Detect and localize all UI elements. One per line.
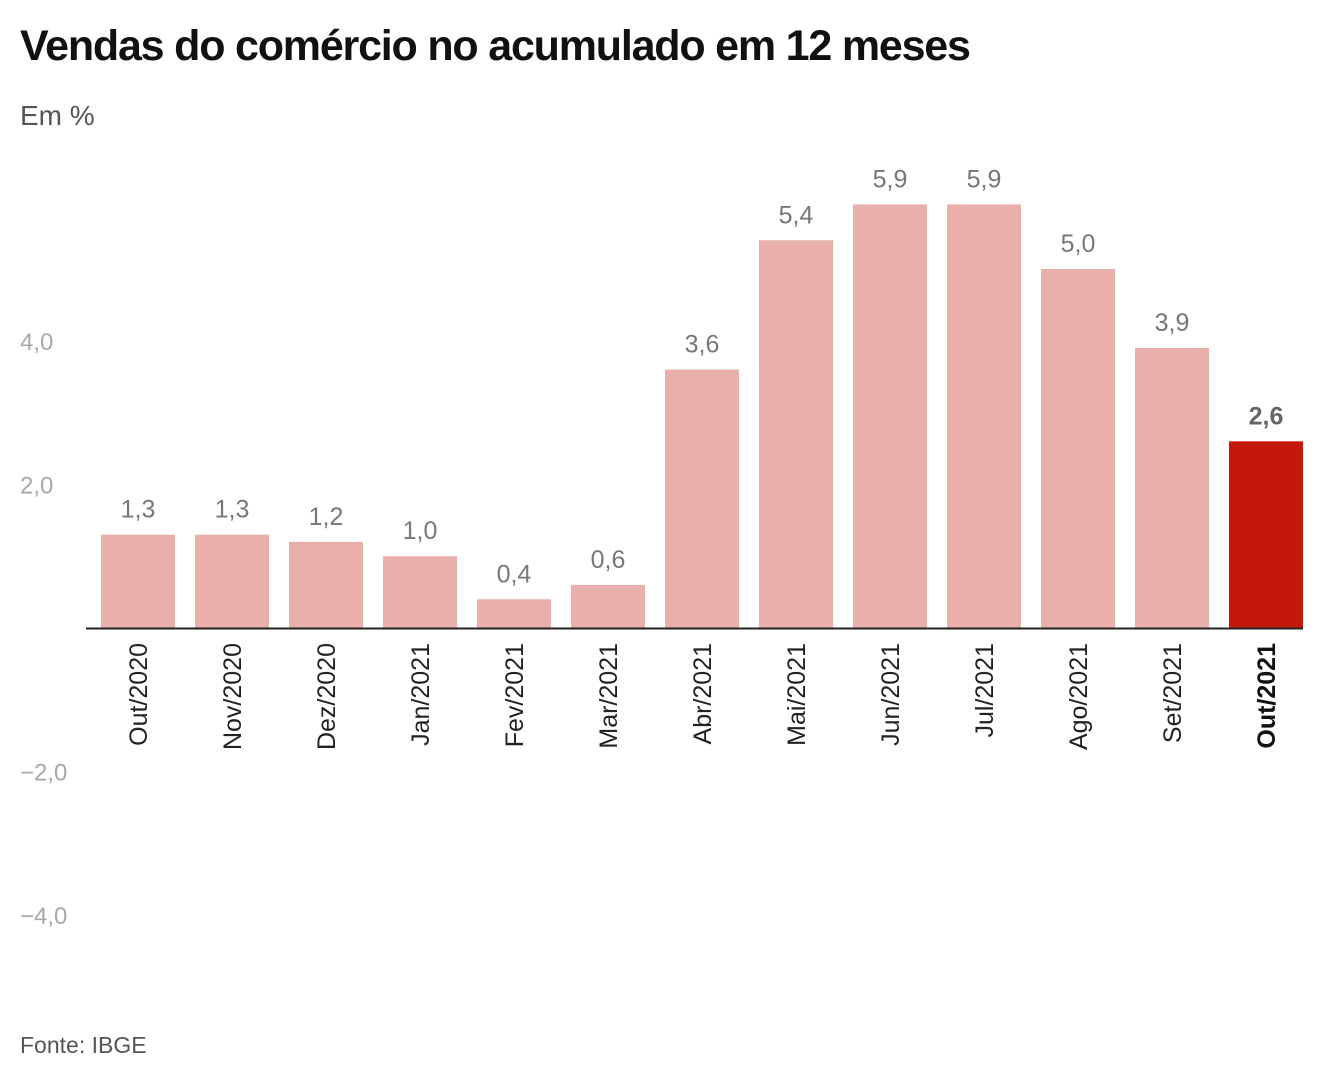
chart-title: Vendas do comércio no acumulado em 12 me…: [20, 22, 971, 70]
y-tick-label: −2,0: [20, 760, 67, 787]
chart-subtitle: Em %: [20, 100, 95, 131]
data-label: 3,6: [685, 331, 720, 359]
bar: [853, 204, 927, 628]
bar: [195, 534, 269, 628]
data-label: 5,9: [873, 165, 908, 193]
data-label: 1,0: [403, 517, 438, 545]
bar: [1135, 347, 1209, 628]
bar: [101, 534, 175, 628]
x-tick-label: Jan/2021: [407, 643, 435, 746]
x-tick-label: Mai/2021: [783, 643, 811, 746]
data-label: 1,3: [215, 496, 250, 524]
data-label: 5,9: [967, 165, 1002, 193]
bar: [1041, 269, 1115, 628]
data-label: 3,9: [1155, 309, 1190, 337]
y-tick-label: 2,0: [20, 472, 53, 499]
bar: [947, 204, 1021, 628]
bar: [383, 556, 457, 628]
bar: [759, 240, 833, 628]
x-tick-label: Dez/2020: [313, 643, 341, 750]
bar: [477, 599, 551, 628]
x-tick-label: Out/2021: [1253, 643, 1281, 749]
data-label: 5,0: [1061, 230, 1096, 258]
data-label: 2,6: [1249, 402, 1284, 430]
data-label: 0,4: [497, 560, 532, 588]
x-tick-label: Jul/2021: [971, 643, 999, 738]
y-tick-label: 4,0: [20, 329, 53, 356]
data-label: 1,2: [309, 503, 344, 531]
bar: [1229, 441, 1303, 628]
x-tick-label: Out/2020: [125, 643, 153, 746]
bar: [289, 541, 363, 628]
x-tick-label: Fev/2021: [501, 643, 529, 747]
data-label: 5,4: [779, 201, 814, 229]
data-label: 0,6: [591, 546, 626, 574]
bar: [571, 584, 645, 628]
bar: [665, 369, 739, 628]
x-tick-label: Ago/2021: [1065, 643, 1093, 750]
y-tick-label: −4,0: [20, 903, 67, 930]
x-tick-label: Mar/2021: [595, 643, 623, 749]
x-tick-label: Nov/2020: [219, 643, 247, 750]
x-tick-label: Set/2021: [1159, 643, 1187, 743]
data-label: 1,3: [121, 496, 156, 524]
source-note: Fonte: IBGE: [20, 1032, 147, 1058]
x-tick-label: Jun/2021: [877, 643, 905, 746]
x-tick-label: Abr/2021: [689, 643, 717, 744]
